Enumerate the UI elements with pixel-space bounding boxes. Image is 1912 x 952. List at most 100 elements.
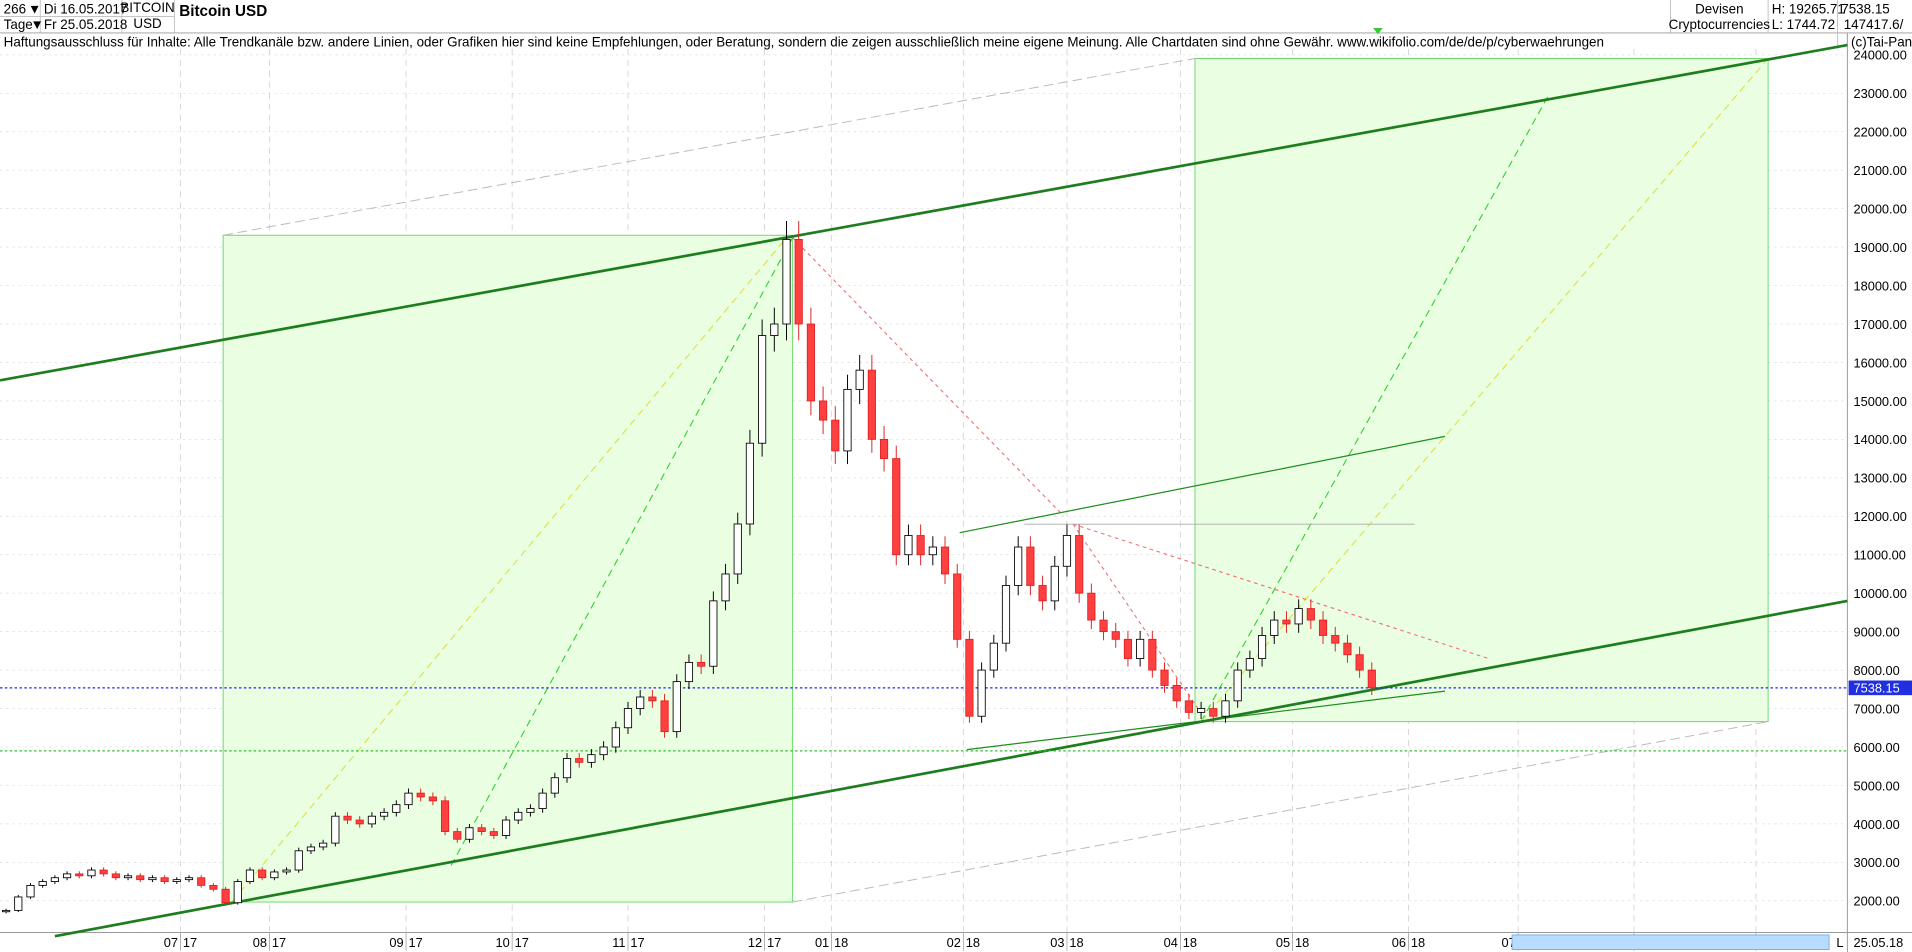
candle	[892, 458, 901, 556]
candle	[87, 869, 96, 877]
candle	[197, 877, 206, 886]
candle	[111, 873, 120, 879]
candle	[1050, 565, 1059, 602]
high-value: H: 19265.71	[1772, 1, 1845, 16]
candle	[1209, 708, 1218, 717]
candle	[1245, 658, 1254, 671]
candle	[794, 238, 803, 325]
last-price-label: 7538.15	[1853, 681, 1899, 696]
candle	[672, 681, 681, 733]
candle	[2, 909, 11, 913]
candle	[477, 827, 486, 833]
candle	[721, 573, 730, 602]
candle	[575, 758, 584, 763]
x-tick-year: 18	[966, 935, 980, 950]
x-tick-month: 12	[748, 935, 762, 950]
low-value: L: 1744.72	[1772, 17, 1835, 32]
candle	[660, 700, 669, 733]
candle	[1184, 700, 1193, 713]
candle	[14, 896, 23, 911]
y-tick-label: 10000.00	[1853, 586, 1906, 601]
last-price-badge	[1848, 680, 1912, 696]
candle	[611, 727, 620, 748]
y-tick-label: 18000.00	[1853, 278, 1906, 293]
candle	[855, 369, 864, 390]
candle	[648, 696, 657, 702]
x-tick-year: 17	[767, 935, 781, 950]
candle	[1294, 608, 1303, 625]
date-from[interactable]: Di 16.05.2017	[44, 1, 127, 16]
candle	[148, 877, 157, 881]
candle	[1123, 638, 1133, 659]
candle	[282, 869, 291, 873]
x-tick-month: 01	[815, 935, 829, 950]
candle	[1014, 546, 1023, 586]
y-tick-label: 19000.00	[1853, 240, 1906, 255]
copyright: (c)Tai-Pan	[1851, 34, 1912, 49]
x-tick-year: 18	[1295, 935, 1309, 950]
chevron-down-icon[interactable]: ▼	[28, 1, 41, 16]
candle	[160, 877, 169, 882]
candle	[989, 642, 998, 671]
candle	[819, 400, 828, 421]
y-tick-label: 24000.00	[1853, 48, 1906, 63]
candle	[465, 827, 474, 840]
y-tick-label: 5000.00	[1853, 778, 1899, 793]
candle	[258, 869, 267, 879]
candle	[806, 323, 815, 402]
candle	[636, 696, 645, 709]
y-tick-label: 9000.00	[1853, 625, 1899, 640]
candle	[319, 842, 328, 848]
x-tick-year: 18	[834, 935, 848, 950]
candle	[355, 819, 364, 825]
y-tick-label: 22000.00	[1853, 125, 1906, 140]
last-value: 7538.15	[1841, 1, 1889, 16]
candle	[416, 792, 425, 798]
candle	[940, 546, 950, 575]
candle	[745, 442, 755, 525]
candle	[538, 792, 547, 809]
channel-dashed-lower	[792, 721, 1769, 903]
candle	[428, 796, 437, 802]
candle	[1160, 669, 1169, 686]
fan-green-2	[1200, 94, 1550, 722]
chevron-down-icon[interactable]: ▼	[30, 17, 43, 32]
candle	[709, 600, 718, 667]
candle	[367, 815, 376, 825]
candle	[501, 819, 511, 836]
date-to[interactable]: Fr 25.05.2018	[44, 17, 127, 32]
x-tick-month: 09	[389, 935, 403, 950]
candle	[62, 873, 72, 879]
candle	[380, 811, 389, 817]
candle	[294, 850, 303, 871]
price-lines	[0, 687, 1848, 752]
candle	[977, 669, 986, 717]
scrollbar[interactable]	[1511, 934, 1830, 950]
y-tick-label: 6000.00	[1853, 740, 1899, 755]
y-tick-label: 23000.00	[1853, 86, 1906, 101]
candle	[928, 546, 937, 556]
channel-lower	[54, 599, 1848, 938]
y-tick-label: 16000.00	[1853, 355, 1906, 370]
period-select[interactable]: Tage	[4, 17, 33, 32]
annotations-boxes	[222, 58, 1769, 903]
symbol-code: BITCOIN	[120, 0, 174, 15]
candle	[1136, 638, 1145, 659]
bar-count-select[interactable]: 266	[4, 1, 26, 16]
candle	[26, 884, 35, 898]
candle	[99, 869, 108, 875]
header-bar: 266 ▼ Tage ▼ Di 16.05.2017 Fr 25.05.2018…	[0, 0, 1912, 49]
candle	[306, 846, 316, 852]
fib-box-1	[222, 234, 794, 903]
y-tick-label: 11000.00	[1853, 548, 1905, 563]
candle	[623, 708, 633, 729]
candle	[1343, 642, 1352, 656]
candle	[404, 792, 413, 806]
candle	[733, 523, 742, 575]
volume-value: 147417.6/	[1844, 17, 1904, 32]
candle	[453, 831, 462, 840]
scroll-label[interactable]: L	[1836, 935, 1843, 950]
candle	[867, 369, 876, 440]
candle	[904, 535, 913, 556]
candle	[1026, 546, 1035, 586]
